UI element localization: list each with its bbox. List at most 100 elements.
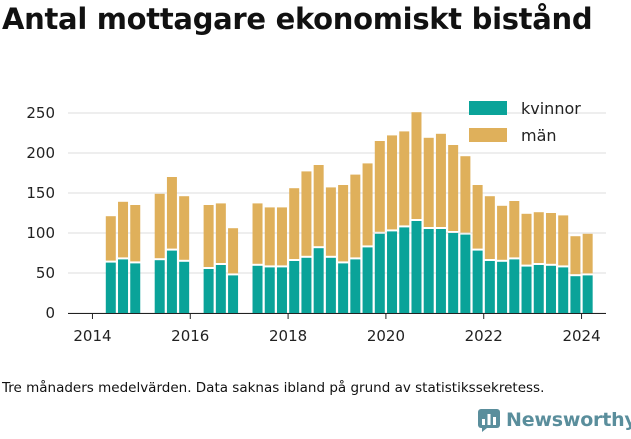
- bar-man: [484, 196, 495, 259]
- bar-kvinnor: [484, 261, 495, 313]
- x-tick-label: 2018: [269, 327, 307, 345]
- newsworthy-logo-icon: [478, 409, 500, 432]
- bar-man: [203, 205, 214, 267]
- y-axis: 0 50 100 150 200 250: [26, 104, 55, 322]
- x-tick-label: 2024: [562, 327, 600, 345]
- y-tick-label: 200: [26, 144, 55, 162]
- bar-kvinnor: [533, 265, 544, 313]
- chart: 0 50 100 150 200 250 2014 2016 2018 2020 2022 2024…: [26, 99, 606, 345]
- bar-man: [411, 112, 422, 219]
- bar-man: [166, 177, 177, 249]
- bar-man: [276, 207, 287, 266]
- bar-kvinnor: [166, 250, 177, 313]
- chart-title: Antal mottagare ekonomiskt bistånd: [2, 2, 593, 36]
- bar-kvinnor: [497, 261, 508, 313]
- x-tick-label: 2016: [171, 327, 209, 345]
- bar-man: [350, 174, 361, 258]
- bar-kvinnor: [203, 269, 214, 313]
- caption: Tre månaders medelvärden. Data saknas ib…: [2, 380, 545, 396]
- bar-man: [423, 137, 434, 227]
- y-tick-label: 250: [26, 104, 55, 122]
- bar-man: [179, 196, 190, 260]
- bar-man: [228, 228, 239, 274]
- bar-kvinnor: [387, 231, 398, 313]
- bar-kvinnor: [399, 227, 410, 313]
- bar-man: [582, 233, 593, 274]
- bar-man: [264, 207, 275, 266]
- x-tick-label: 2020: [367, 327, 405, 345]
- bar-man: [118, 201, 129, 258]
- bar-kvinnor: [460, 234, 471, 313]
- bar-kvinnor: [350, 259, 361, 313]
- bar-kvinnor: [215, 265, 226, 313]
- bar-kvinnor: [264, 267, 275, 313]
- bar-kvinnor: [582, 275, 593, 313]
- bar-kvinnor: [435, 229, 446, 313]
- bar-man: [338, 185, 349, 262]
- bar-man: [509, 201, 520, 258]
- bar-man: [374, 141, 385, 232]
- bar-kvinnor: [423, 229, 434, 313]
- bar-kvinnor: [105, 262, 116, 313]
- bar-kvinnor: [289, 261, 300, 313]
- bar-man: [325, 187, 336, 256]
- bar-kvinnor: [411, 221, 422, 313]
- bar-kvinnor: [313, 248, 324, 313]
- y-tick-label: 150: [26, 184, 55, 202]
- bar-man: [301, 171, 312, 256]
- bar-kvinnor: [338, 263, 349, 313]
- bar-kvinnor: [325, 257, 336, 313]
- x-tick-label: 2022: [465, 327, 503, 345]
- bar-kvinnor: [374, 233, 385, 313]
- bar-man: [105, 216, 116, 261]
- bar-kvinnor: [472, 250, 483, 313]
- bar-man: [252, 203, 263, 264]
- bar-man: [545, 213, 556, 264]
- bar-man: [154, 193, 165, 259]
- brand: Newsworthy: [477, 408, 631, 432]
- brand-name: Newsworthy: [506, 409, 631, 431]
- y-tick-label: 0: [45, 304, 55, 322]
- bar-kvinnor: [252, 265, 263, 313]
- bars: [105, 112, 593, 313]
- legend-man-label: män: [521, 126, 557, 145]
- y-tick-label: 50: [36, 264, 55, 282]
- bar-kvinnor: [118, 259, 129, 313]
- bar-kvinnor: [570, 276, 581, 313]
- bar-kvinnor: [130, 263, 141, 313]
- bar-man: [215, 203, 226, 263]
- bar-man: [289, 188, 300, 259]
- legend-man-swatch: [469, 128, 507, 142]
- y-tick-label: 100: [26, 224, 55, 242]
- bar-man: [558, 215, 569, 266]
- bar-kvinnor: [362, 247, 373, 313]
- bar-kvinnor: [228, 275, 239, 313]
- bar-man: [387, 135, 398, 230]
- bar-man: [570, 236, 581, 275]
- bar-kvinnor: [545, 265, 556, 313]
- bar-kvinnor: [276, 267, 287, 313]
- bar-man: [313, 165, 324, 247]
- x-axis: 2014 2016 2018 2020 2022 2024: [68, 313, 606, 345]
- legend-kvinnor-label: kvinnor: [521, 99, 581, 118]
- bar-man: [533, 212, 544, 263]
- bar-kvinnor: [154, 260, 165, 313]
- x-tick-label: 2014: [73, 327, 111, 345]
- bar-kvinnor: [448, 233, 459, 313]
- bar-man: [362, 163, 373, 246]
- bar-man: [472, 185, 483, 249]
- bar-man: [399, 131, 410, 226]
- legend: kvinnor män: [469, 99, 581, 145]
- bar-kvinnor: [558, 267, 569, 313]
- bar-kvinnor: [301, 257, 312, 313]
- bar-man: [497, 205, 508, 260]
- bar-man: [521, 213, 532, 265]
- bar-kvinnor: [521, 266, 532, 313]
- bar-kvinnor: [179, 261, 190, 313]
- bar-man: [460, 156, 471, 233]
- bar-kvinnor: [509, 259, 520, 313]
- bar-man: [448, 145, 459, 231]
- legend-kvinnor-swatch: [469, 101, 507, 115]
- bar-man: [435, 133, 446, 227]
- bar-man: [130, 205, 141, 262]
